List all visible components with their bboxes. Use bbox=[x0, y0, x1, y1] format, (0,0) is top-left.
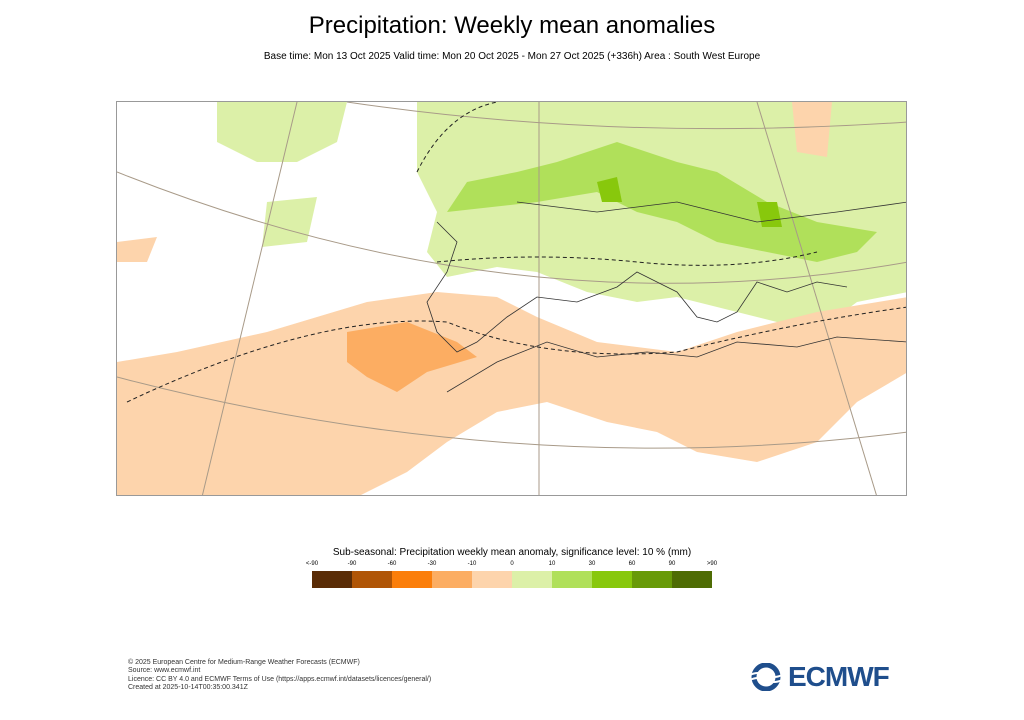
legend-swatch bbox=[512, 571, 552, 588]
ecmwf-logo: ECMWF bbox=[748, 661, 890, 693]
ecmwf-logo-icon bbox=[749, 663, 783, 691]
copyright: © 2025 European Centre for Medium-Range … bbox=[128, 659, 360, 666]
legend-tick: 10 bbox=[548, 561, 556, 567]
precipitation-anomaly-map bbox=[116, 101, 907, 496]
legend-swatch bbox=[592, 571, 632, 588]
legend-tick: 0 bbox=[510, 561, 514, 567]
negative-anomaly-areas bbox=[117, 102, 906, 495]
legend-tick: 90 bbox=[668, 561, 676, 567]
source: Source: www.ecmwf.int bbox=[128, 667, 201, 675]
legend-swatch bbox=[632, 571, 672, 588]
licence: Licence: CC BY 4.0 and ECMWF Terms of Us… bbox=[128, 675, 432, 683]
legend-tick: 30 bbox=[588, 561, 596, 567]
legend-tick: >90 bbox=[706, 561, 718, 567]
chart-subtitle: Base time: Mon 13 Oct 2025 Valid time: M… bbox=[263, 51, 761, 62]
legend-swatch bbox=[432, 571, 472, 588]
legend-tick: -10 bbox=[467, 561, 477, 567]
graticule bbox=[117, 102, 906, 495]
chart-title: Precipitation: Weekly mean anomalies bbox=[308, 12, 716, 39]
legend-swatch bbox=[352, 571, 392, 588]
legend-swatch bbox=[552, 571, 592, 588]
legend-swatch bbox=[392, 571, 432, 588]
significance-contours bbox=[126, 102, 906, 403]
legend-tick: -60 bbox=[387, 561, 397, 567]
legend-swatch bbox=[672, 571, 712, 588]
logo-text: ECMWF bbox=[788, 661, 890, 692]
created-at: Created at 2025-10-14T00:35:00.341Z bbox=[128, 683, 248, 691]
coastlines bbox=[426, 201, 906, 393]
legend-swatch bbox=[312, 571, 352, 588]
legend-tick: <-90 bbox=[305, 561, 319, 567]
footer: © 2025 European Centre for Medium-Range … bbox=[128, 659, 431, 692]
color-legend bbox=[312, 571, 712, 588]
legend-tick: -30 bbox=[427, 561, 437, 567]
legend-title: Sub-seasonal: Precipitation weekly mean … bbox=[332, 547, 692, 558]
legend-ticks: <-90 -90 -60 -30 -10 0 10 30 60 90 >90 bbox=[306, 561, 717, 571]
legend-tick: -90 bbox=[347, 561, 357, 567]
legend-tick: 60 bbox=[628, 561, 636, 567]
legend-swatch bbox=[472, 571, 512, 588]
